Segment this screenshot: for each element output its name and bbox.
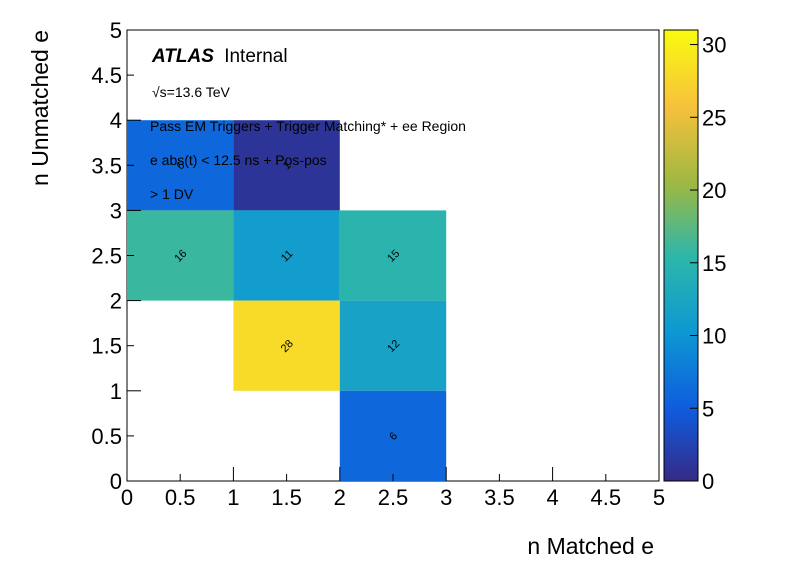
y-axis-ticks: 0 0.5 1 1.5 2 2.5 3 3.5 4 4.5 5 bbox=[91, 18, 141, 494]
atlas-label: ATLAS Internal bbox=[151, 46, 288, 67]
x-tick-label: 3 bbox=[440, 485, 452, 510]
color-bar-ticks: 0 5 10 15 20 25 30 bbox=[690, 33, 726, 494]
x-axis-title: n Matched e bbox=[527, 533, 654, 559]
x-tick-label: 2 bbox=[334, 485, 346, 510]
x-tick-label: 1 bbox=[227, 485, 239, 510]
y-tick-label: 0.5 bbox=[91, 424, 122, 449]
z-tick-label: 10 bbox=[702, 324, 726, 349]
color-bar bbox=[663, 29, 699, 482]
x-tick-label: 5 bbox=[653, 485, 665, 510]
heatmap-cell bbox=[339, 300, 447, 391]
heatmap-cell bbox=[127, 120, 234, 211]
y-tick-label: 2 bbox=[110, 289, 122, 314]
energy-label: √s=13.6 TeV bbox=[152, 84, 231, 100]
heatmap-cell bbox=[339, 210, 447, 301]
z-tick-label: 20 bbox=[702, 178, 726, 203]
z-tick-label: 15 bbox=[702, 251, 726, 276]
x-tick-label: 0.5 bbox=[165, 485, 196, 510]
y-tick-label: 3 bbox=[110, 198, 122, 223]
x-tick-label: 4.5 bbox=[591, 485, 622, 510]
y-tick-label: 4.5 bbox=[91, 63, 122, 88]
x-tick-label: 3.5 bbox=[484, 485, 515, 510]
z-tick-label: 30 bbox=[702, 33, 726, 58]
heatmap-cell bbox=[233, 300, 340, 391]
y-axis-title: n Unmatched e bbox=[27, 30, 53, 186]
y-tick-label: 1.5 bbox=[91, 334, 122, 359]
z-tick-label: 0 bbox=[702, 469, 714, 494]
heatmap-cell bbox=[339, 390, 447, 481]
y-tick-label: 2.5 bbox=[91, 244, 122, 269]
x-tick-label: 4 bbox=[546, 485, 558, 510]
y-tick-label: 0 bbox=[110, 469, 122, 494]
atlas-internal-label: Internal bbox=[224, 46, 287, 67]
y-tick-label: 3.5 bbox=[91, 153, 122, 178]
y-tick-label: 4 bbox=[110, 108, 122, 133]
selection-line-2: e abs(t) < 12.5 ns + Pos-pos bbox=[150, 152, 327, 168]
heatmap-cell bbox=[233, 210, 340, 301]
x-axis-ticks: 0 0.5 1 1.5 2 2.5 3 3.5 4 4.5 5 bbox=[121, 467, 665, 510]
selection-line-3: > 1 DV bbox=[150, 186, 194, 202]
y-tick-label: 5 bbox=[110, 18, 122, 43]
atlas-bold-label: ATLAS bbox=[151, 46, 214, 67]
z-tick-label: 25 bbox=[702, 105, 726, 130]
heatmap-cell bbox=[233, 120, 340, 211]
x-tick-label: 2.5 bbox=[378, 485, 409, 510]
x-tick-label: 0 bbox=[121, 485, 133, 510]
y-tick-label: 1 bbox=[110, 379, 122, 404]
heatmap-cell bbox=[127, 210, 234, 301]
x-tick-label: 1.5 bbox=[271, 485, 302, 510]
selection-line-1: Pass EM Triggers + Trigger Matching* + e… bbox=[150, 118, 466, 134]
z-tick-label: 5 bbox=[702, 396, 714, 421]
